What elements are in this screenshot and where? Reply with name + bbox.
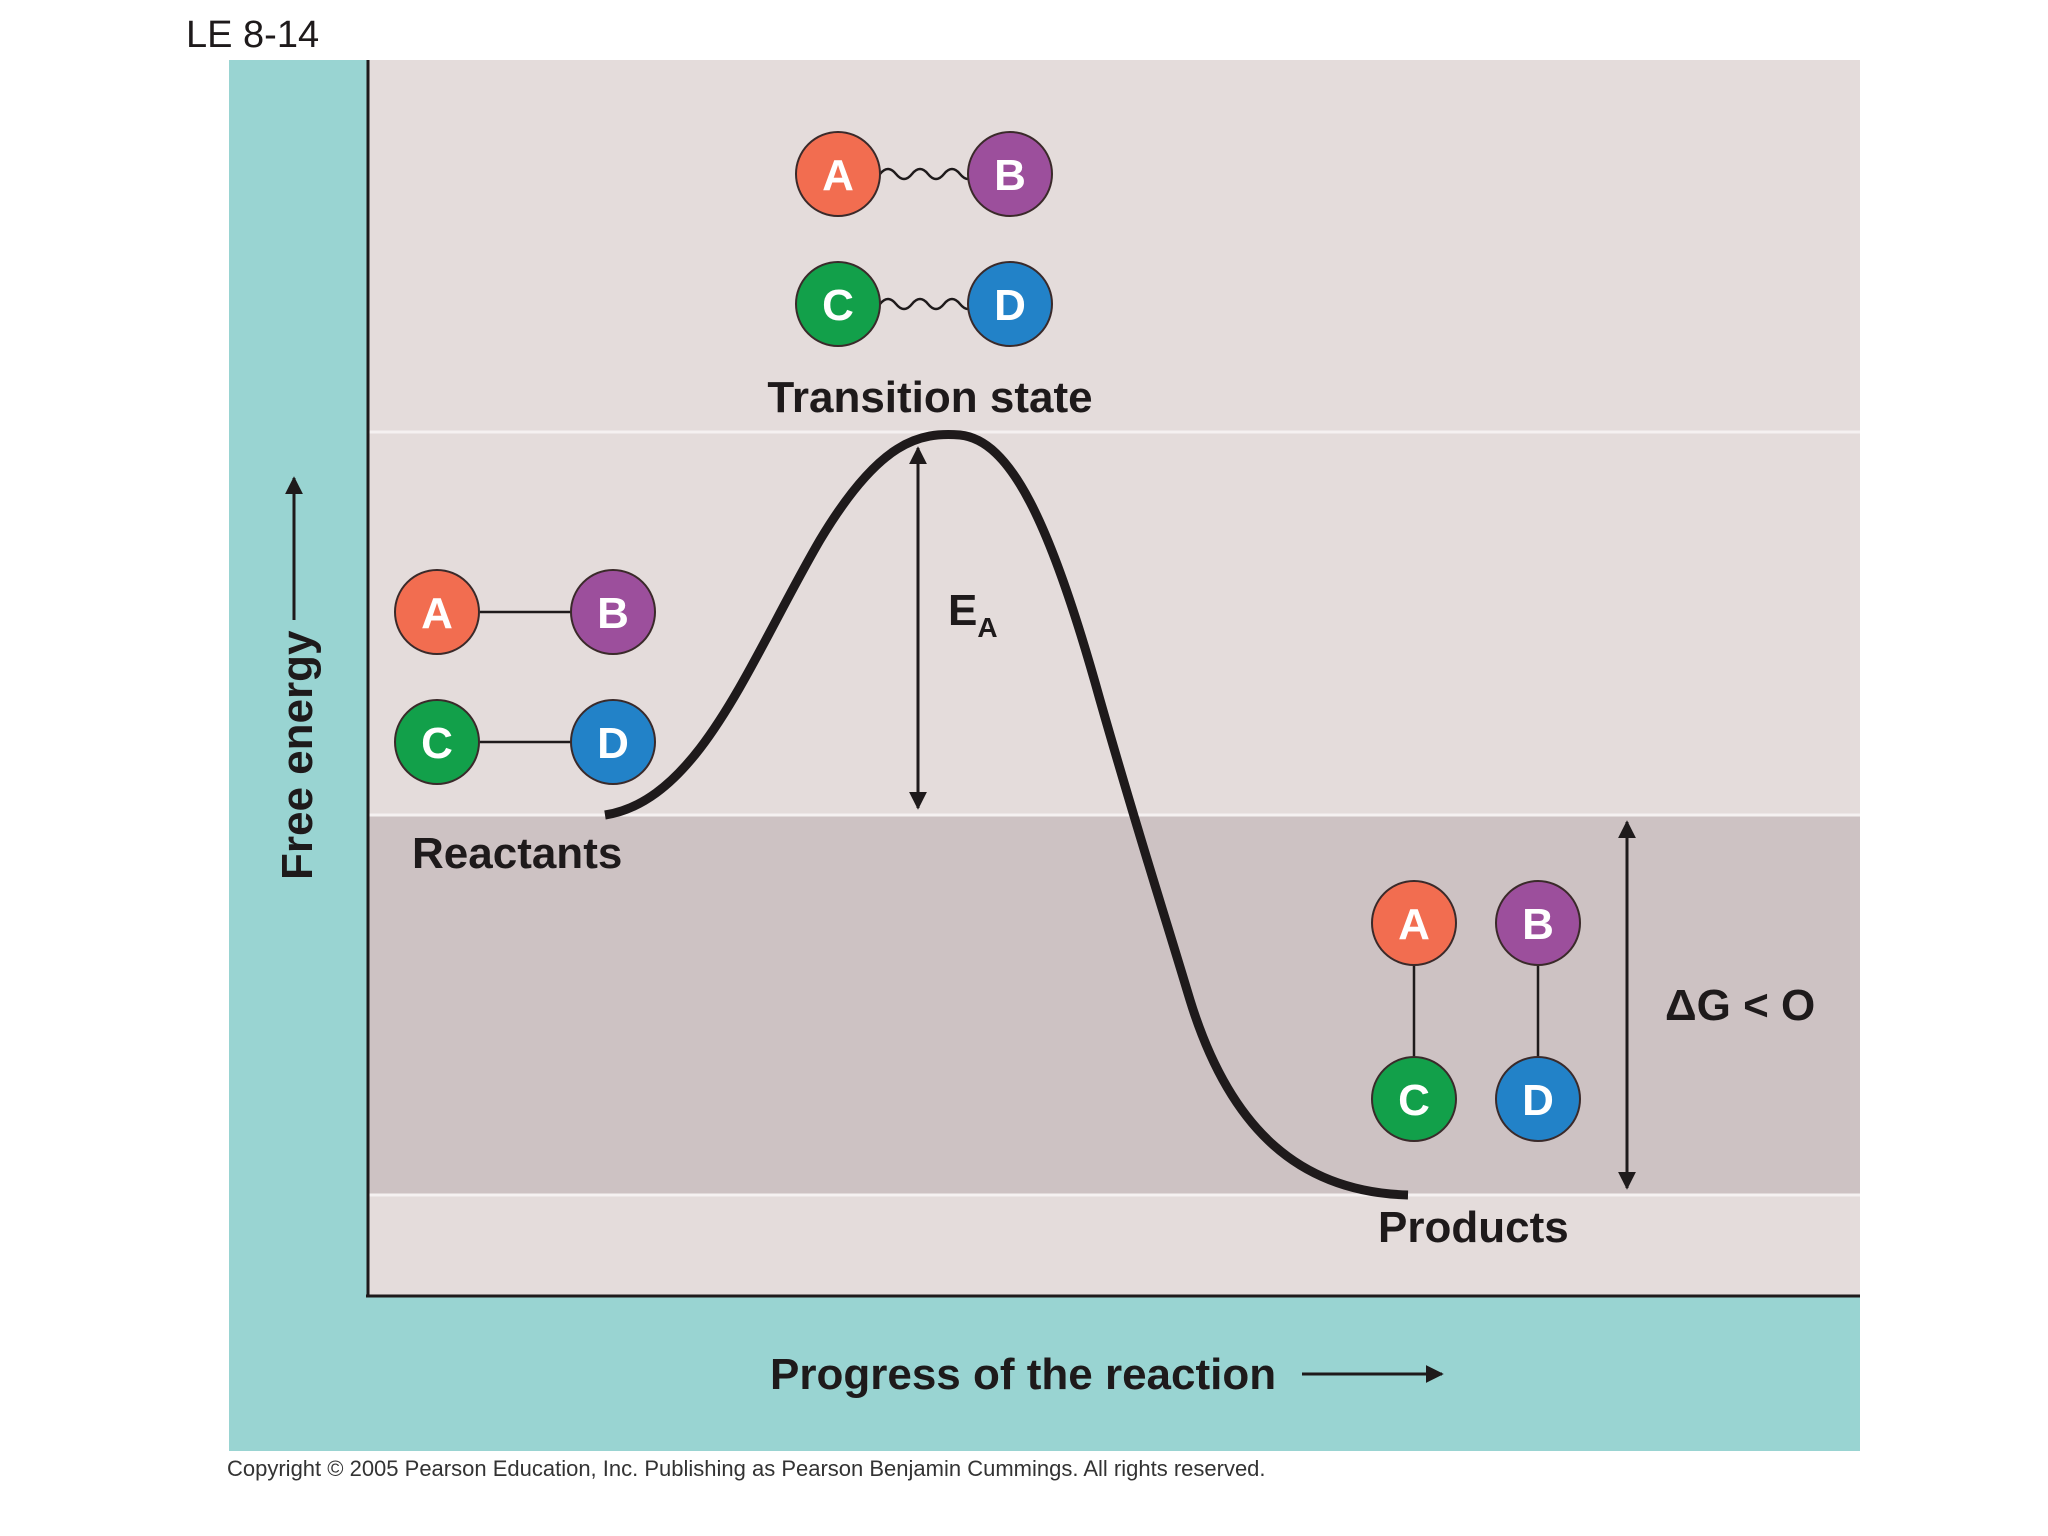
atom-b-product	[1495, 880, 1581, 966]
x-axis-label: Progress of the reaction	[770, 1350, 1276, 1399]
atom-b-reactant	[570, 569, 656, 655]
atom-a-transition	[795, 131, 881, 217]
atom-a-reactant	[394, 569, 480, 655]
reactants-label: Reactants	[412, 829, 622, 878]
copyright-notice: Copyright © 2005 Pearson Education, Inc.…	[227, 1456, 1266, 1481]
delta-g-label: ΔG < O	[1665, 981, 1815, 1030]
atom-a-product-letter: A	[1398, 900, 1430, 949]
atom-c-transition-letter: C	[822, 281, 854, 330]
atom-d-product	[1495, 1056, 1581, 1142]
atom-d-transition	[967, 261, 1053, 347]
activation-energy-label: EA	[948, 586, 998, 643]
atom-a-reactant-letter: A	[421, 589, 453, 638]
atom-d-product-letter: D	[1522, 1076, 1554, 1125]
atom-d-reactant	[570, 699, 656, 785]
transition-state-molecules: A B C D	[795, 131, 1053, 347]
reactant-molecules: A B C D	[394, 569, 656, 785]
atom-d-reactant-letter: D	[597, 719, 629, 768]
atom-d-transition-letter: D	[994, 281, 1026, 330]
products-label: Products	[1378, 1203, 1569, 1252]
y-axis-label-group: Free energy	[273, 630, 322, 880]
atom-b-reactant-letter: B	[597, 589, 629, 638]
atom-c-reactant-letter: C	[421, 719, 453, 768]
energy-curve	[604, 430, 1409, 1200]
atom-b-transition-letter: B	[994, 151, 1026, 200]
atom-c-transition	[795, 261, 881, 347]
atom-c-product	[1371, 1056, 1457, 1142]
atom-b-product-letter: B	[1522, 900, 1554, 949]
atom-a-transition-letter: A	[822, 151, 854, 200]
atom-b-transition	[967, 131, 1053, 217]
atom-a-product	[1371, 880, 1457, 966]
atom-c-product-letter: C	[1398, 1076, 1430, 1125]
figure-label: LE 8-14	[186, 14, 319, 56]
transition-state-label: Transition state	[767, 373, 1092, 422]
activation-energy-subscript: A	[977, 612, 997, 643]
atom-c-reactant	[394, 699, 480, 785]
y-axis-label: Free energy	[273, 630, 322, 880]
product-molecules: A B C D	[1371, 880, 1581, 1142]
plot-lower-band	[368, 815, 1860, 1195]
